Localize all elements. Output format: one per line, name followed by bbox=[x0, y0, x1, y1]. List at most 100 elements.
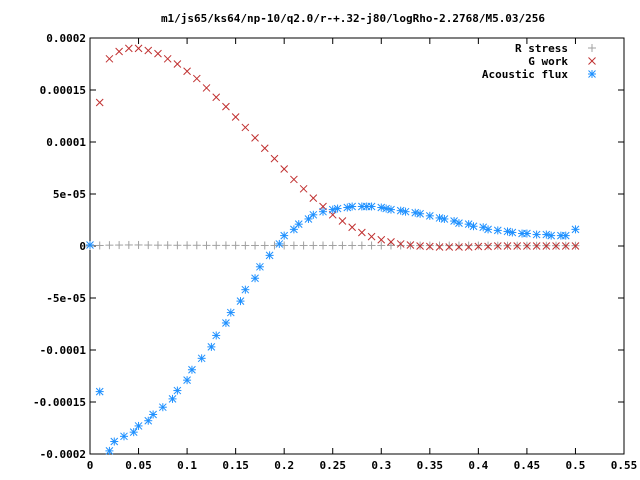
data-point bbox=[454, 241, 463, 250]
data-point bbox=[255, 262, 264, 271]
series-g-work bbox=[95, 44, 580, 251]
data-point bbox=[386, 241, 395, 250]
data-point bbox=[367, 232, 376, 241]
data-point bbox=[115, 47, 123, 56]
data-point bbox=[173, 386, 182, 395]
data-point bbox=[357, 241, 366, 250]
data-point bbox=[348, 202, 357, 211]
data-point bbox=[387, 237, 395, 246]
data-point bbox=[202, 84, 211, 92]
data-point bbox=[144, 416, 153, 425]
data-point bbox=[192, 241, 201, 250]
data-point bbox=[416, 209, 425, 218]
data-point bbox=[187, 365, 196, 374]
data-point bbox=[396, 206, 405, 215]
data-point bbox=[319, 207, 328, 216]
data-point bbox=[508, 228, 517, 237]
data-point bbox=[367, 241, 376, 250]
data-point bbox=[149, 410, 158, 419]
data-point bbox=[95, 241, 104, 250]
data-point bbox=[163, 241, 172, 250]
data-point bbox=[163, 54, 172, 63]
series-acoustic-flux bbox=[86, 202, 580, 455]
x-axis: 0 0.05 0.1 0.15 0.2 0.25 0.3 0.35 0.4 0.45 0.5 0.55 bbox=[87, 38, 637, 472]
data-point bbox=[542, 242, 551, 250]
data-point bbox=[280, 231, 289, 240]
data-point bbox=[265, 251, 274, 260]
data-point bbox=[445, 243, 454, 251]
data-point bbox=[445, 241, 454, 250]
legend-marker bbox=[588, 44, 596, 52]
data-point bbox=[396, 241, 405, 250]
data-point bbox=[192, 74, 201, 83]
y-tick-label: 0.00015 bbox=[40, 84, 86, 97]
data-point bbox=[411, 208, 420, 217]
data-point bbox=[503, 227, 512, 236]
data-point bbox=[124, 44, 133, 53]
data-point bbox=[440, 214, 449, 223]
data-point bbox=[251, 241, 260, 250]
data-point bbox=[270, 154, 279, 163]
x-tick-label: 0.5 bbox=[566, 459, 586, 472]
data-point bbox=[493, 242, 502, 250]
data-point bbox=[377, 235, 386, 244]
y-tick-label: -0.0001 bbox=[40, 344, 87, 357]
data-point bbox=[299, 241, 308, 250]
legend-label: G work bbox=[528, 55, 568, 68]
data-point bbox=[95, 98, 104, 107]
data-point bbox=[484, 241, 493, 250]
data-point bbox=[289, 241, 298, 250]
y-axis: -0.0002 -0.00015 -0.0001 -5e-05 0 5e-05 0.0001… bbox=[33, 32, 624, 461]
data-point bbox=[168, 394, 177, 403]
data-point bbox=[275, 239, 284, 248]
data-point bbox=[377, 241, 386, 250]
data-point bbox=[221, 318, 230, 327]
legend-marker bbox=[588, 57, 596, 65]
data-point bbox=[129, 428, 138, 437]
data-point bbox=[183, 241, 192, 250]
data-point bbox=[406, 241, 415, 249]
data-point bbox=[542, 230, 551, 239]
y-tick-label: -0.0002 bbox=[40, 448, 86, 461]
x-tick-label: 0.15 bbox=[222, 459, 249, 472]
data-point bbox=[105, 241, 114, 250]
data-point bbox=[124, 240, 133, 249]
data-point bbox=[212, 331, 221, 340]
data-point bbox=[221, 241, 230, 250]
legend-label: Acoustic flux bbox=[482, 68, 568, 81]
data-point bbox=[416, 242, 424, 250]
data-point bbox=[386, 205, 395, 214]
x-tick-label: 0 bbox=[87, 459, 94, 472]
data-point bbox=[241, 123, 250, 132]
data-point bbox=[115, 241, 124, 250]
data-point bbox=[197, 354, 206, 363]
data-point bbox=[358, 228, 366, 237]
y-tick-label: -5e-05 bbox=[46, 292, 86, 305]
data-point bbox=[503, 242, 512, 250]
data-point bbox=[425, 241, 434, 250]
data-point bbox=[251, 133, 259, 142]
data-point bbox=[343, 203, 352, 212]
data-point bbox=[425, 211, 434, 220]
data-point bbox=[382, 204, 391, 213]
data-point bbox=[105, 54, 114, 63]
data-point bbox=[110, 437, 119, 446]
data-point bbox=[105, 446, 114, 455]
y-tick-label: 0.0001 bbox=[46, 136, 86, 149]
data-point bbox=[202, 241, 211, 250]
data-point bbox=[144, 46, 153, 55]
data-point bbox=[183, 376, 192, 385]
data-point bbox=[425, 242, 434, 251]
y-tick-label: 5e-05 bbox=[53, 188, 86, 201]
data-point bbox=[134, 44, 143, 53]
data-point bbox=[144, 241, 153, 250]
data-point bbox=[260, 241, 269, 250]
data-point bbox=[309, 194, 318, 203]
data-point bbox=[290, 175, 298, 184]
data-point bbox=[309, 241, 318, 250]
data-point bbox=[134, 421, 143, 430]
data-point bbox=[231, 113, 240, 121]
data-point bbox=[241, 285, 250, 294]
x-tick-label: 0.05 bbox=[125, 459, 152, 472]
